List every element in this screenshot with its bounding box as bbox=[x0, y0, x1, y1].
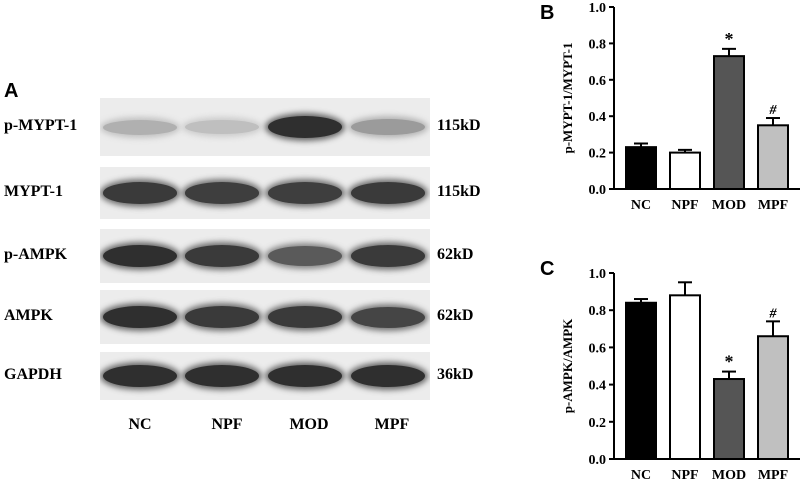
blot-band bbox=[268, 246, 342, 266]
blot-row-label: AMPK bbox=[4, 307, 53, 324]
y-tick-label: 0.2 bbox=[589, 416, 607, 431]
blot-strip bbox=[100, 290, 430, 344]
bar bbox=[669, 151, 701, 191]
blot-group-label: NC bbox=[128, 416, 152, 433]
x-tick-label: NPF bbox=[671, 468, 698, 483]
blot-strip bbox=[100, 229, 430, 283]
blot-row-size: 62kD bbox=[437, 246, 474, 263]
y-tick-label: 0.8 bbox=[589, 304, 607, 319]
bar bbox=[625, 146, 657, 190]
x-tick-label: NPF bbox=[671, 198, 698, 213]
y-tick-label: 1.0 bbox=[589, 1, 607, 16]
y-axis-label: p-MYPT-1/MYPT-1 bbox=[560, 43, 575, 154]
blot-band bbox=[185, 306, 259, 328]
blot-band bbox=[268, 306, 342, 328]
blot-group-label: NPF bbox=[211, 416, 243, 433]
x-tick-label: MOD bbox=[712, 468, 746, 483]
blot-row-label: GAPDH bbox=[4, 366, 62, 383]
y-tick-label: 0.8 bbox=[589, 37, 607, 52]
y-tick-label: 1.0 bbox=[589, 267, 607, 282]
bar bbox=[757, 124, 789, 191]
bar bbox=[757, 335, 789, 460]
panel-b-letter: B bbox=[540, 2, 555, 24]
significance-marker: * bbox=[725, 352, 734, 372]
blot-row-size: 36kD bbox=[437, 366, 474, 383]
blot-band bbox=[185, 245, 259, 267]
blot-row-label: p-AMPK bbox=[4, 246, 68, 263]
y-tick-label: 0.0 bbox=[589, 453, 607, 468]
y-tick-label: 0.4 bbox=[589, 379, 607, 394]
blot-band bbox=[103, 244, 177, 268]
blot-band bbox=[351, 306, 425, 328]
blot-band bbox=[351, 118, 425, 136]
blot-strip bbox=[100, 352, 430, 400]
significance-marker: # bbox=[769, 306, 778, 321]
x-tick-label: NC bbox=[631, 468, 651, 483]
significance-marker: * bbox=[725, 29, 734, 49]
y-tick-label: 0.6 bbox=[589, 341, 607, 356]
blot-band bbox=[103, 305, 177, 329]
bar bbox=[669, 294, 701, 460]
blot-group-label: MOD bbox=[289, 416, 329, 433]
blot-band bbox=[185, 364, 259, 388]
y-tick-label: 0.6 bbox=[589, 74, 607, 89]
y-tick-label: 0.2 bbox=[589, 147, 607, 162]
x-tick-label: MOD bbox=[712, 198, 746, 213]
blot-band bbox=[103, 119, 177, 135]
blot-strip bbox=[100, 98, 430, 156]
bar bbox=[713, 55, 745, 190]
panel-c-letter: C bbox=[540, 258, 555, 280]
blot-row-size: 62kD bbox=[437, 307, 474, 324]
y-tick-label: 0.4 bbox=[589, 110, 607, 125]
y-axis-label: p-AMPK/AMPK bbox=[560, 318, 575, 413]
blot-band bbox=[351, 364, 425, 388]
blot-band bbox=[268, 364, 342, 388]
blot-band bbox=[103, 182, 177, 204]
bar bbox=[713, 378, 745, 460]
blot-band bbox=[268, 182, 342, 204]
blot-band bbox=[103, 364, 177, 388]
y-tick-label: 0.0 bbox=[589, 183, 607, 198]
blot-row-size: 115kD bbox=[437, 117, 481, 134]
x-tick-label: MPF bbox=[758, 198, 788, 213]
blot-row-label: p-MYPT-1 bbox=[4, 117, 78, 134]
blot-group-label: MPF bbox=[374, 416, 410, 433]
blot-band bbox=[351, 182, 425, 204]
panel-a-letter: A bbox=[4, 80, 19, 102]
blot-band bbox=[268, 115, 342, 139]
blot-row-label: MYPT-1 bbox=[4, 183, 63, 200]
blot-band bbox=[185, 119, 259, 135]
blot-band bbox=[185, 182, 259, 204]
blot-band bbox=[351, 245, 425, 267]
significance-marker: # bbox=[769, 103, 778, 118]
blot-strip bbox=[100, 167, 430, 219]
bar bbox=[625, 301, 657, 461]
blot-row-size: 115kD bbox=[437, 183, 481, 200]
x-tick-label: NC bbox=[631, 198, 651, 213]
x-tick-label: MPF bbox=[758, 468, 788, 483]
